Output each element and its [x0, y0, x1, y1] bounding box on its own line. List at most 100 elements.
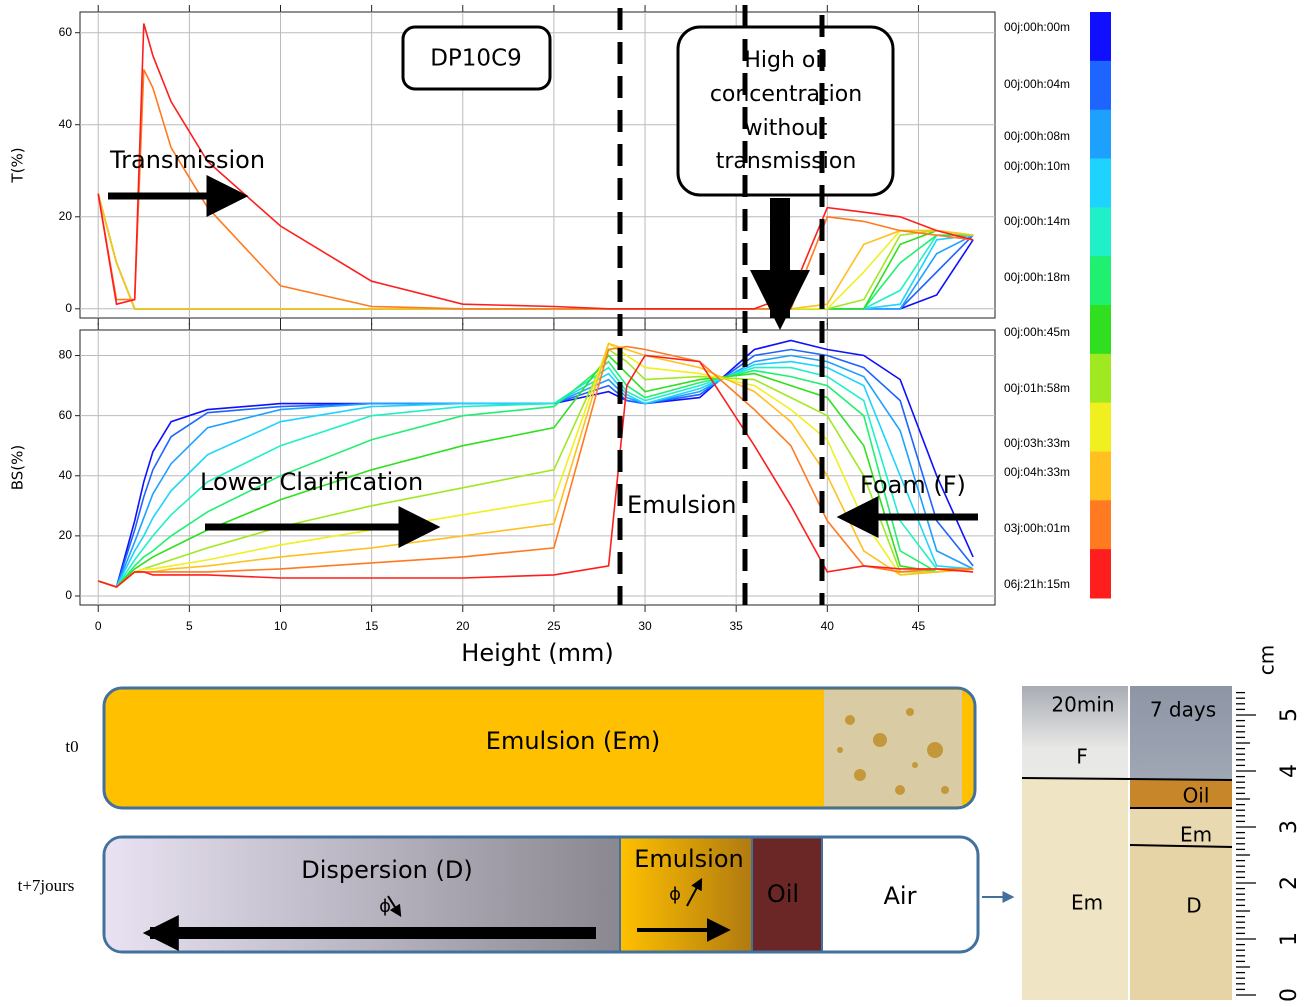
series-line [97, 354, 974, 588]
y-tick-label: 0 [65, 588, 72, 602]
lower-label: Lower Clarification [200, 468, 423, 496]
series-line [97, 354, 974, 588]
layer-label: Em [1071, 891, 1103, 915]
x-axis-label: Height (mm) [461, 639, 613, 667]
layer-label: F [1076, 745, 1088, 769]
oil-note: High oil [744, 48, 827, 73]
series-line [97, 348, 974, 588]
oil-layer [1130, 780, 1232, 808]
sample-box [401, 25, 552, 91]
series-line [97, 360, 974, 588]
ruler-label: 2 [1277, 876, 1302, 890]
vial-title: 7 days [1150, 698, 1216, 722]
level-line [1129, 844, 1233, 848]
x-tick-label: 25 [547, 619, 561, 633]
transmission-label: Transmission [109, 146, 265, 174]
emulsion-layer [1130, 808, 1232, 845]
x-tick-label: 20 [456, 619, 470, 633]
y-tick-label: 20 [59, 209, 73, 223]
row-label: t+7jours [18, 876, 75, 895]
legend-label: 00j:00h:08m [1004, 129, 1070, 143]
x-tick-label: 15 [365, 619, 379, 633]
y-tick-label: 0 [65, 301, 72, 315]
series-line [97, 345, 974, 588]
arrow [387, 895, 402, 918]
layer-label: Oil [1183, 784, 1210, 808]
colorbar-segment [1090, 60, 1111, 111]
colorbar-segment [1090, 256, 1111, 306]
series-line [97, 342, 974, 588]
y-axis-label: T(%) [9, 147, 27, 183]
oil-note: without [745, 116, 828, 141]
legend-label: 00j:04h:33m [1004, 465, 1070, 479]
series-line [97, 69, 974, 310]
oil-note: transmission [716, 149, 857, 174]
y-tick-label: 40 [59, 117, 73, 131]
level-line [1021, 777, 1233, 781]
legend-label: 00j:01h:58m [1004, 381, 1070, 395]
y-tick-label: 60 [59, 408, 73, 422]
dispersion-zone [105, 838, 620, 951]
ruler-label: 5 [1277, 708, 1302, 722]
legend-label: 03j:00h:01m [1004, 521, 1070, 535]
colorbar-segment [1090, 12, 1111, 62]
ruler-label: 3 [1277, 820, 1302, 834]
oil-label: Oil [767, 880, 799, 908]
colorbar-segment [1090, 353, 1111, 404]
x-tick-label: 45 [912, 619, 926, 633]
emulsion-label: Emulsion (Em) [486, 727, 660, 755]
legend-label: 00j:00h:14m [1004, 214, 1070, 228]
colorbar-segment [1090, 402, 1111, 452]
layer-label: D [1186, 894, 1201, 918]
oil-note-box [676, 25, 895, 197]
y-tick-label: 80 [59, 348, 73, 362]
phi: ϕ [379, 896, 391, 917]
x-tick-label: 0 [95, 619, 102, 633]
oil-note: concentration [710, 82, 862, 107]
photo: 20min 7 days F Em Oil Em D cm 0 1 2 3 4 5 [1021, 645, 1302, 1007]
legend-label: 00j:03h:33m [1004, 436, 1070, 450]
series-line [97, 339, 974, 589]
series-line [97, 366, 974, 588]
colorbar-segment [1090, 549, 1111, 599]
legend-label: 00j:00h:04m [1004, 77, 1070, 91]
colorbar-segment [1090, 305, 1111, 355]
series-line [97, 360, 974, 588]
charts: 0 20 40 60 T(%) 0 20 40 60 80 0 5 10 15 20 25 30 35 40 45 BS… [9, 5, 1111, 667]
dispersion-layer [1130, 845, 1232, 1000]
colorbar-segment [1090, 500, 1111, 550]
colorbar-segment [1090, 207, 1111, 257]
oil-zone [752, 838, 822, 951]
emulsion-label: Emulsion [627, 491, 737, 519]
ruler-label: 1 [1277, 932, 1302, 946]
x-tick-label: 30 [638, 619, 652, 633]
legend-label: 00j:00h:18m [1004, 270, 1070, 284]
bubbles [837, 708, 949, 795]
emulsion-label: Emulsion [634, 845, 744, 873]
colorbar-segment [1090, 158, 1111, 208]
ruler-label: 4 [1277, 764, 1302, 778]
series-line [97, 348, 974, 589]
arrow [686, 877, 703, 907]
y-tick-label: 60 [59, 25, 73, 39]
legend-label: 00j:00h:00m [1004, 20, 1070, 34]
ruler-unit: cm [1255, 645, 1279, 675]
legend-label: 00j:00h:45m [1004, 325, 1070, 339]
vial-title: 20min [1051, 693, 1114, 717]
legend-label: 06j:21h:15m [1004, 577, 1070, 591]
x-tick-label: 35 [729, 619, 743, 633]
y-axis-label: BS(%) [9, 445, 27, 491]
schematic: t0 Emulsion (Em) t+7jours Dispersion (D)… [18, 686, 1015, 954]
t0-bar [102, 686, 977, 810]
phi: ϕ [669, 884, 681, 905]
air-label: Air [884, 882, 917, 910]
layer-label: Em [1180, 823, 1212, 847]
series-line [97, 23, 974, 310]
row-label: t0 [65, 737, 78, 756]
sample-label: DP10C9 [430, 46, 522, 72]
emulsion-layer [1022, 778, 1128, 1000]
annotations: DP10C9 High oil concentration without tr… [108, 5, 978, 605]
x-tick-label: 10 [274, 619, 288, 633]
